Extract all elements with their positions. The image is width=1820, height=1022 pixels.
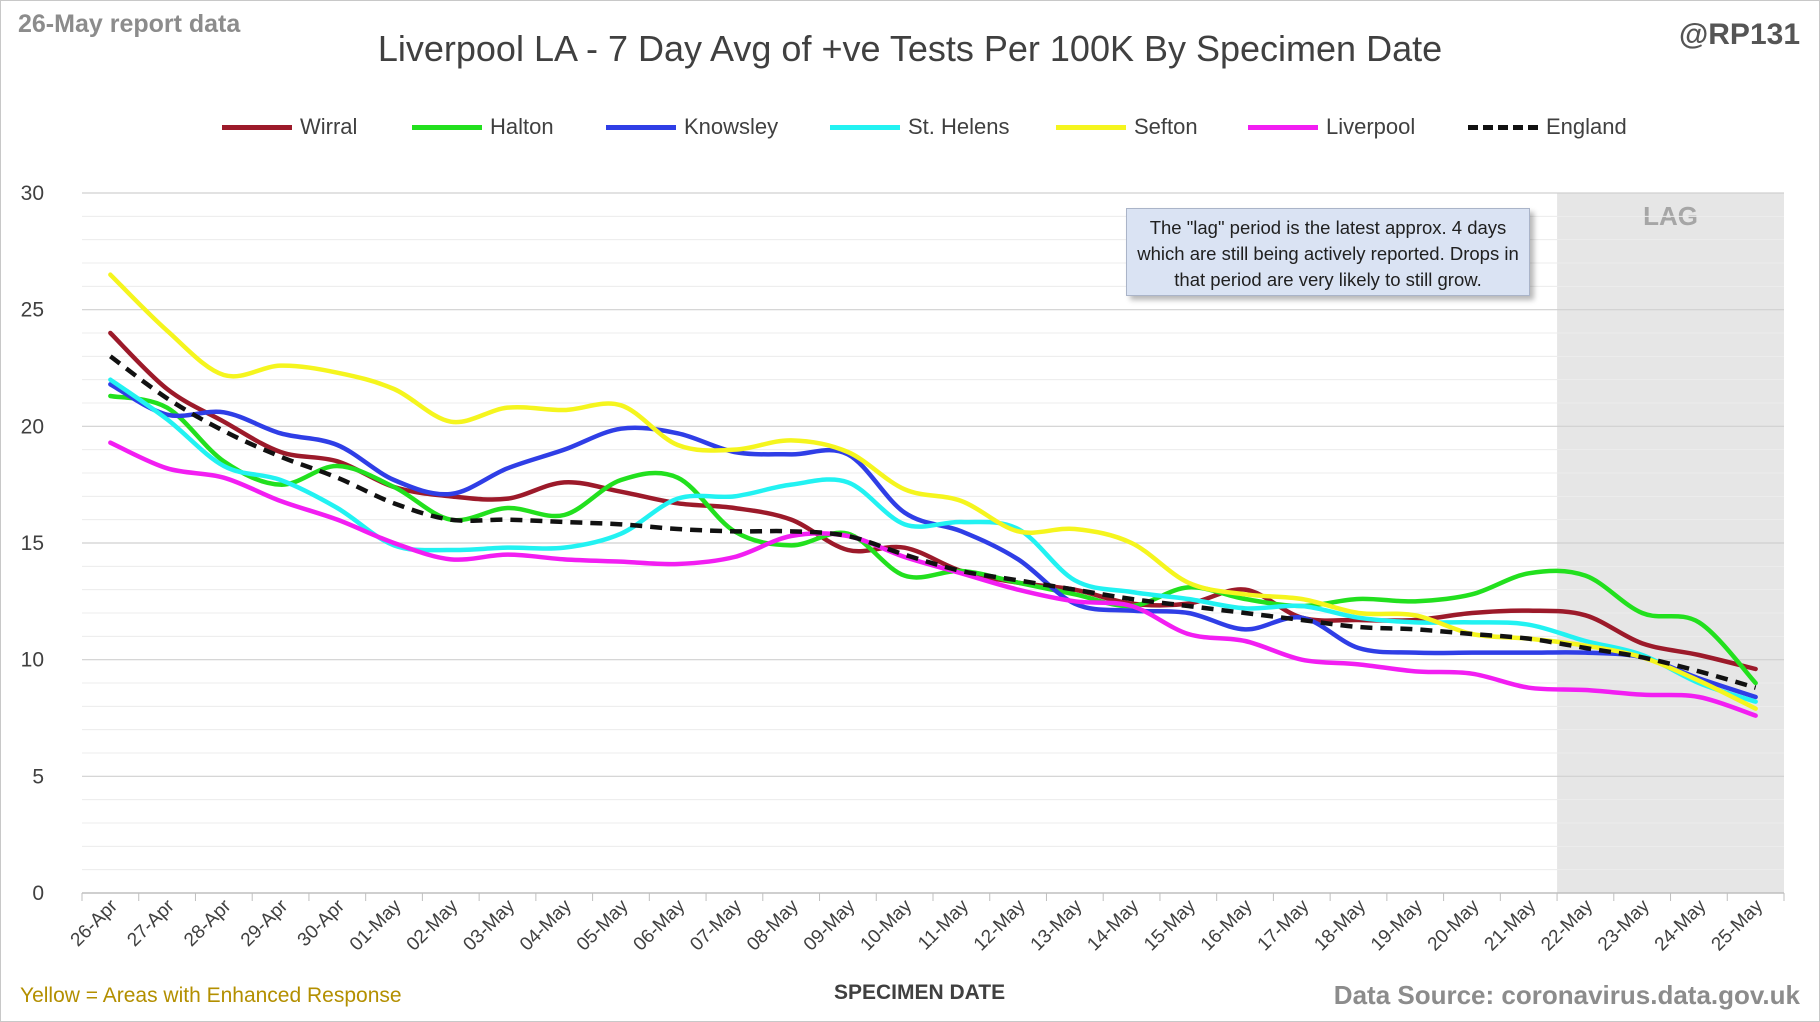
x-tick-label: 10-May [857,895,917,955]
series-line-england [109,354,1757,690]
y-tick-label: 25 [21,299,44,322]
legend: Wirral Halton Knowsley St. Helens Sefton Live… [0,112,1820,142]
y-tick-label: 20 [21,415,44,438]
x-tick-label: 07-May [686,895,746,955]
x-tick-label: 11-May [914,895,973,954]
legend-swatch [222,124,292,130]
legend-label: Knowsley [684,114,779,139]
chart-title: Liverpool LA - 7 Day Avg of +ve Tests Pe… [377,28,1443,69]
x-tick-label: 24-May [1651,895,1711,955]
series-line-knowsley [108,382,1758,700]
x-tick-label: 29-Apr [237,895,293,951]
legend-item: St. Helens [830,112,1010,142]
x-tick-label: 19-May [1367,895,1427,955]
legend-label: England [1546,114,1627,139]
enhanced-response-note: Yellow = Areas with Enhanced Response [20,984,402,1007]
legend-swatch [606,124,676,130]
legend-swatch [1248,124,1318,130]
x-tick-label: 23-May [1594,895,1654,955]
report-date: 26-May report data [18,10,241,38]
legend-swatch [1468,124,1538,130]
x-tick-label: 13-May [1027,895,1087,955]
legend-swatch [412,124,482,130]
y-tick-label: 10 [21,649,44,672]
legend-item: Sefton [1056,112,1198,142]
legend-label: Liverpool [1326,114,1416,139]
x-tick-label: 12-May [970,895,1030,955]
legend-item: Liverpool [1248,112,1415,142]
x-tick-label: 03-May [459,895,519,955]
legend-swatch [1056,124,1126,130]
x-tick-label: 16-May [1197,895,1257,955]
legend-label: Halton [490,114,554,139]
legend-label: St. Helens [908,114,1010,139]
lag-note: The "lag" period is the latest approx. 4… [1126,208,1530,296]
x-tick-label: 18-May [1310,895,1370,955]
author-handle: @RP131 [1679,18,1800,51]
x-tick-label: 14-May [1083,895,1143,955]
legend-label: Sefton [1134,114,1198,139]
x-tick-label: 09-May [800,895,860,955]
x-tick-label: 05-May [573,895,633,955]
legend-item: Halton [412,112,554,142]
x-tick-label: 28-Apr [180,895,236,951]
x-tick-label: 06-May [630,895,690,955]
x-tick-label: 01-May [346,895,406,955]
series-line-sefton [108,272,1758,711]
series-line-halton [108,393,1758,686]
legend-item: Knowsley [606,112,778,142]
x-tick-label: 15-May [1140,895,1200,955]
legend-swatch [830,124,900,130]
x-tick-label: 02-May [403,895,463,955]
y-tick-label: 0 [32,882,44,905]
x-tick-label: 17-May [1254,895,1314,955]
x-tick-label: 20-May [1424,895,1484,955]
x-tick-label: 04-May [516,895,576,955]
legend-label: Wirral [300,114,358,139]
x-tick-label: 30-Apr [294,895,350,951]
series-line-wirral [108,330,1758,672]
y-tick-label: 30 [21,182,44,205]
x-tick-label: 08-May [743,895,803,955]
x-axis-label: SPECIMEN DATE [834,981,1006,1004]
x-tick-label: 21-May [1481,895,1541,955]
x-tick-label: 27-Apr [123,895,179,951]
y-tick-label: 5 [32,765,44,788]
x-tick-label: 26-Apr [67,895,123,951]
x-tick-label: 22-May [1537,895,1597,955]
legend-item: Wirral [222,112,357,142]
data-source: Data Source: coronavirus.data.gov.uk [1333,980,1800,1010]
y-tick-label: 15 [21,532,44,555]
x-tick-label: 25-May [1708,895,1768,955]
legend-item: England [1468,112,1627,142]
